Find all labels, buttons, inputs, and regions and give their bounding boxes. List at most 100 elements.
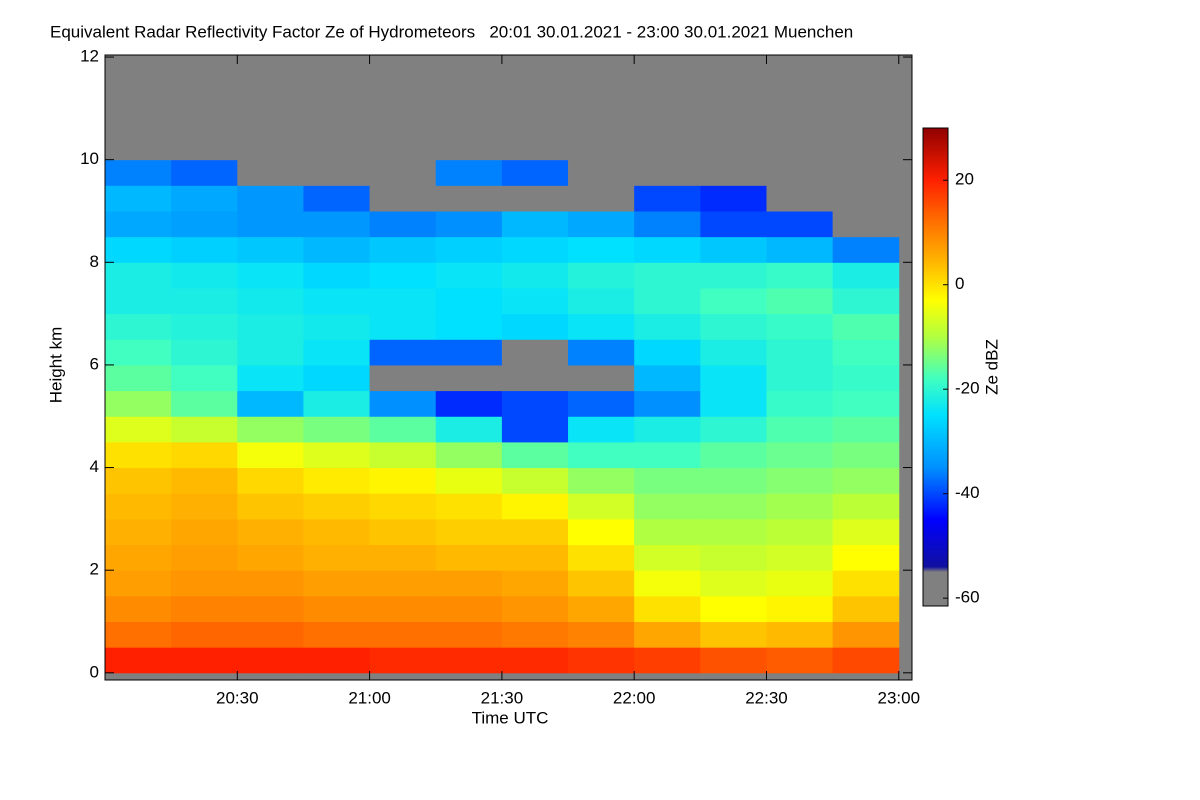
heatmap-cell [303,570,371,597]
heatmap-cell [832,210,900,238]
heatmap-cell [237,262,304,289]
heatmap-cell [832,339,900,366]
heatmap-cell [766,108,834,135]
x-tick-label: 22:00 [613,688,656,707]
heatmap-cell [435,621,503,648]
y-tick-label: 2 [90,560,99,579]
heatmap-cell [634,441,701,469]
colorbar-tick-label: -60 [955,588,980,607]
heatmap-cell [369,134,437,161]
heatmap-cell [832,313,900,340]
y-axis-label: Height km [46,327,65,404]
heatmap-cell [634,236,701,263]
heatmap-cell [634,544,701,571]
y-tick-label: 4 [90,457,99,476]
heatmap-cell [501,159,569,186]
heatmap-cell [766,82,834,109]
heatmap-cell [171,57,238,84]
heatmap-cell [766,134,834,161]
heatmap-cell [105,262,172,289]
colorbar [922,127,949,607]
heatmap-cell [766,621,834,648]
heatmap-cell [501,339,569,366]
heatmap-cell [171,364,238,392]
heatmap-cell [237,364,304,392]
heatmap-cell [568,364,635,392]
y-tick-label: 10 [80,149,99,168]
heatmap-cell [832,287,900,315]
heatmap-cell [435,108,503,135]
heatmap-cell [435,339,503,366]
heatmap-cell [369,493,437,520]
heatmap-cell [171,185,238,212]
heatmap-cell [303,82,371,109]
heatmap-cell [171,108,238,135]
heatmap-cell [171,441,238,469]
heatmap-cell [171,313,238,340]
heatmap-cell [501,647,569,674]
heatmap-cell [171,339,238,366]
heatmap-cell [766,544,834,571]
heatmap-cell [369,262,437,289]
heatmap-cell [634,134,701,161]
heatmap-cell [568,210,635,238]
heatmap-cell [634,185,701,212]
heatmap-cell [501,210,569,238]
heatmap-cell [369,467,437,494]
heatmap-cell [237,287,304,315]
heatmap-cell [303,108,371,135]
heatmap-cell [501,108,569,135]
heatmap-cell [369,313,437,340]
heatmap-cell [766,570,834,597]
heatmap-cell [568,262,635,289]
heatmap-cell [766,441,834,469]
heatmap-cell [303,236,371,263]
heatmap-cell [568,621,635,648]
heatmap-cell [369,108,437,135]
heatmap-cell [237,493,304,520]
heatmap-cell [237,134,304,161]
heatmap-cell [435,467,503,494]
heatmap-cell [568,647,635,674]
heatmap-cell [237,621,304,648]
heatmap-cell [700,493,767,520]
heatmap-cell [237,595,304,623]
heatmap-cell [171,493,238,520]
heatmap-cell [303,262,371,289]
heatmap-cell [700,544,767,571]
heatmap-cell [369,287,437,315]
heatmap-cell [832,493,900,520]
heatmap-cell [832,159,900,186]
heatmap-cell [700,159,767,186]
heatmap-cell [568,467,635,494]
heatmap-cell [501,390,569,417]
heatmap-cell [303,595,371,623]
heatmap-cell [237,544,304,571]
heatmap-cell [568,544,635,571]
heatmap-cell [568,416,635,443]
heatmap-cell [369,364,437,392]
colorbar-tick-label: 20 [955,170,974,189]
heatmap-cell [369,441,437,469]
heatmap-cell [105,416,172,443]
heatmap-cell [501,544,569,571]
heatmap-cell [171,287,238,315]
heatmap-cell [105,82,172,109]
heatmap-cell [766,339,834,366]
heatmap-cell [832,108,900,135]
heatmap-cell [700,416,767,443]
heatmap-cell [832,185,900,212]
heatmap-cell [435,441,503,469]
heatmap-cell [171,518,238,546]
heatmap-cell [237,390,304,417]
heatmap-cell [105,647,172,674]
heatmap-cell [303,518,371,546]
y-tick-label: 12 [80,47,99,66]
heatmap-cell [766,364,834,392]
heatmap-cell [832,134,900,161]
heatmap-cell [832,595,900,623]
heatmap-cell [105,108,172,135]
heatmap-cell [766,416,834,443]
heatmap-cell [700,518,767,546]
heatmap-cell [634,570,701,597]
